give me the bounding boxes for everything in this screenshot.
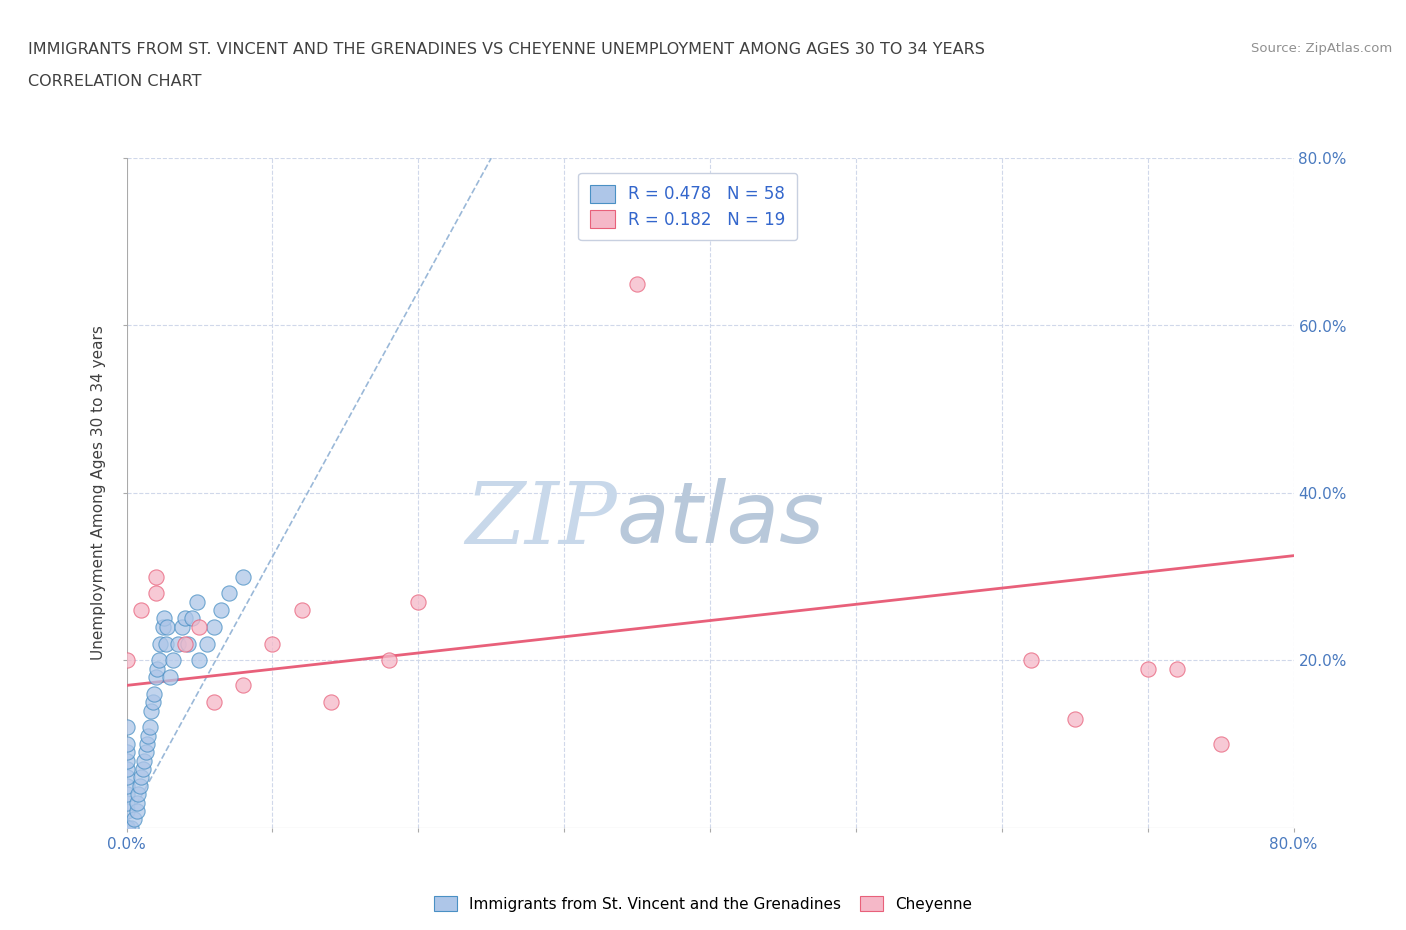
Point — [156, 619, 179, 634]
Legend: R = 0.478   N = 58, R = 0.182   N = 19: R = 0.478 N = 58, R = 0.182 N = 19 — [578, 173, 797, 241]
Point — [181, 611, 204, 626]
Point — [115, 753, 138, 768]
Point — [143, 686, 166, 701]
Point — [209, 603, 232, 618]
Point — [290, 603, 312, 618]
Point — [115, 820, 138, 835]
Point — [232, 678, 254, 693]
Text: Source: ZipAtlas.com: Source: ZipAtlas.com — [1251, 42, 1392, 55]
Point — [132, 753, 155, 768]
Point — [153, 611, 176, 626]
Point — [115, 820, 138, 835]
Point — [115, 804, 138, 818]
Point — [1136, 661, 1159, 676]
Text: atlas: atlas — [617, 478, 825, 561]
Point — [129, 603, 152, 618]
Point — [152, 619, 174, 634]
Point — [1019, 653, 1042, 668]
Point — [115, 820, 138, 835]
Point — [115, 820, 138, 835]
Point — [136, 737, 159, 751]
Point — [115, 745, 138, 760]
Point — [218, 586, 240, 601]
Point — [162, 653, 184, 668]
Point — [115, 820, 138, 835]
Point — [378, 653, 401, 668]
Point — [115, 762, 138, 777]
Point — [159, 670, 181, 684]
Point — [134, 745, 156, 760]
Point — [186, 594, 208, 609]
Point — [202, 619, 225, 634]
Point — [145, 586, 167, 601]
Point — [149, 636, 172, 651]
Point — [177, 636, 200, 651]
Point — [120, 820, 142, 835]
Point — [232, 569, 254, 584]
Point — [125, 804, 148, 818]
Point — [145, 569, 167, 584]
Point — [138, 728, 160, 743]
Point — [1209, 737, 1232, 751]
Point — [155, 636, 177, 651]
Point — [1063, 711, 1085, 726]
Point — [148, 653, 170, 668]
Y-axis label: Unemployment Among Ages 30 to 34 years: Unemployment Among Ages 30 to 34 years — [91, 326, 107, 660]
Point — [319, 695, 342, 710]
Point — [195, 636, 218, 651]
Point — [115, 787, 138, 802]
Point — [115, 737, 138, 751]
Point — [115, 653, 138, 668]
Point — [115, 820, 138, 835]
Point — [170, 619, 193, 634]
Point — [139, 720, 162, 735]
Point — [122, 812, 145, 827]
Point — [174, 611, 197, 626]
Point — [1166, 661, 1188, 676]
Point — [202, 695, 225, 710]
Point — [127, 787, 149, 802]
Point — [115, 820, 138, 835]
Point — [141, 703, 163, 718]
Point — [129, 770, 152, 785]
Point — [408, 594, 430, 609]
Point — [142, 695, 165, 710]
Point — [115, 820, 138, 835]
Point — [128, 778, 150, 793]
Point — [125, 795, 148, 810]
Legend: Immigrants from St. Vincent and the Grenadines, Cheyenne: Immigrants from St. Vincent and the Gren… — [427, 890, 979, 918]
Point — [262, 636, 284, 651]
Point — [145, 670, 167, 684]
Point — [174, 636, 197, 651]
Point — [115, 820, 138, 835]
Point — [115, 778, 138, 793]
Point — [188, 619, 211, 634]
Point — [115, 795, 138, 810]
Point — [146, 661, 169, 676]
Text: CORRELATION CHART: CORRELATION CHART — [28, 74, 201, 89]
Point — [115, 820, 138, 835]
Point — [115, 770, 138, 785]
Text: IMMIGRANTS FROM ST. VINCENT AND THE GRENADINES VS CHEYENNE UNEMPLOYMENT AMONG AG: IMMIGRANTS FROM ST. VINCENT AND THE GREN… — [28, 42, 986, 57]
Text: ZIP: ZIP — [465, 478, 617, 561]
Point — [166, 636, 188, 651]
Point — [188, 653, 211, 668]
Point — [115, 720, 138, 735]
Point — [626, 276, 648, 291]
Point — [131, 762, 153, 777]
